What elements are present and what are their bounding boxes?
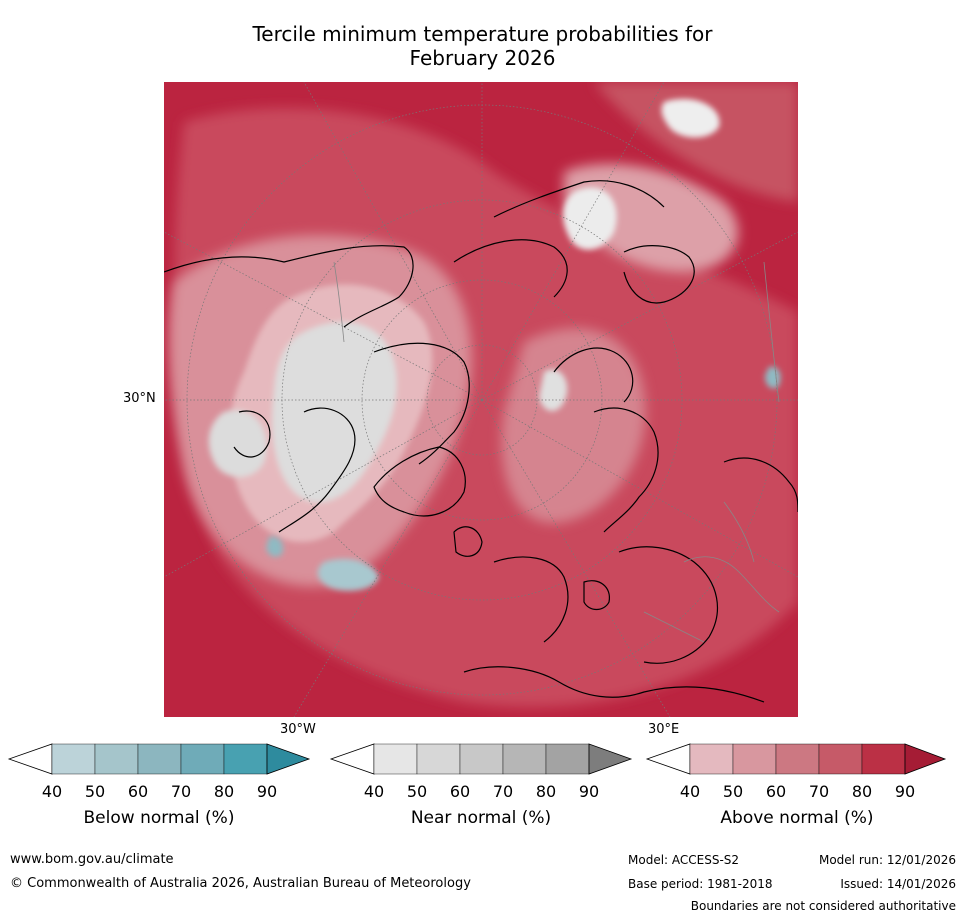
above-tick-60: 60 [765, 782, 787, 801]
above-swatch-50 [732, 743, 777, 775]
near-tick-50: 50 [406, 782, 428, 801]
disclaimer-text: Boundaries are not considered authoritat… [690, 899, 956, 913]
above-swatch-70 [818, 743, 863, 775]
above-tick-90: 90 [894, 782, 916, 801]
map-title: Tercile minimum temperature probabilitie… [0, 22, 965, 70]
near-tick-60: 60 [449, 782, 471, 801]
near-swatch-40 [373, 743, 418, 775]
colorbar-above-normal: 40 50 60 70 80 90 Above normal (%) [645, 742, 947, 852]
below-tick-70: 70 [170, 782, 192, 801]
lon-label-30w: 30°W [280, 722, 316, 737]
near-swatch-60 [459, 743, 504, 775]
lon-label-30e: 30°E [648, 722, 680, 737]
issued-text: Issued: 14/01/2026 [840, 877, 956, 891]
below-swatch-70 [180, 743, 225, 775]
above-tick-70: 70 [808, 782, 830, 801]
near-normal-label: Near normal (%) [410, 808, 552, 828]
colorbar-below-swatches [7, 743, 311, 775]
above-swatch-60 [775, 743, 820, 775]
near-swatch-70 [502, 743, 547, 775]
coastlines [164, 180, 798, 703]
below-tick-60: 60 [127, 782, 149, 801]
colorbar-below-normal: 40 50 60 70 80 90 Below normal (%) [7, 742, 311, 852]
near-tick-90: 90 [578, 782, 600, 801]
near-swatch-80 [545, 743, 590, 775]
lat-label-30n: 30°N [123, 391, 156, 406]
below-normal-label: Below normal (%) [83, 808, 235, 828]
website-link[interactable]: www.bom.gov.au/climate [10, 852, 174, 867]
near-tick-80: 80 [535, 782, 557, 801]
map-canvas [164, 82, 798, 717]
near-tick-70: 70 [492, 782, 514, 801]
base-period-text: Base period: 1981-2018 [628, 877, 773, 891]
below-tick-80: 80 [213, 782, 235, 801]
copyright-text: © Commonwealth of Australia 2026, Austra… [10, 876, 471, 891]
below-normal-field [266, 366, 781, 591]
below-swatch-90 [266, 743, 311, 775]
above-tick-40: 40 [679, 782, 701, 801]
below-swatch-60 [137, 743, 182, 775]
title-line-2: February 2026 [409, 46, 556, 70]
country-borders [333, 261, 780, 643]
below-swatch-40 [51, 743, 96, 775]
below-swatch-80 [223, 743, 268, 775]
probability-map [164, 82, 798, 717]
above-swatch-lower [645, 743, 691, 775]
title-line-1: Tercile minimum temperature probabilitie… [252, 22, 713, 46]
below-tick-90: 90 [256, 782, 278, 801]
near-swatch-90 [588, 743, 633, 775]
above-tick-80: 80 [851, 782, 873, 801]
colorbar-near-normal: 40 50 60 70 80 90 Near normal (%) [329, 742, 633, 852]
near-swatch-50 [416, 743, 461, 775]
graticule [164, 82, 798, 717]
colorbar-near-swatches [329, 743, 633, 775]
above-swatch-40 [689, 743, 734, 775]
model-run-text: Model run: 12/01/2026 [818, 853, 956, 867]
below-tick-40: 40 [41, 782, 63, 801]
colorbar-above-swatches [645, 743, 947, 775]
below-swatch-lower [7, 743, 53, 775]
above-swatch-90 [904, 743, 947, 775]
above-normal-label: Above normal (%) [720, 808, 874, 828]
near-tick-40: 40 [363, 782, 385, 801]
model-text: Model: ACCESS-S2 [628, 853, 740, 867]
above-tick-50: 50 [722, 782, 744, 801]
near-swatch-lower [329, 743, 375, 775]
below-swatch-50 [94, 743, 139, 775]
above-swatch-80 [861, 743, 906, 775]
below-tick-50: 50 [84, 782, 106, 801]
